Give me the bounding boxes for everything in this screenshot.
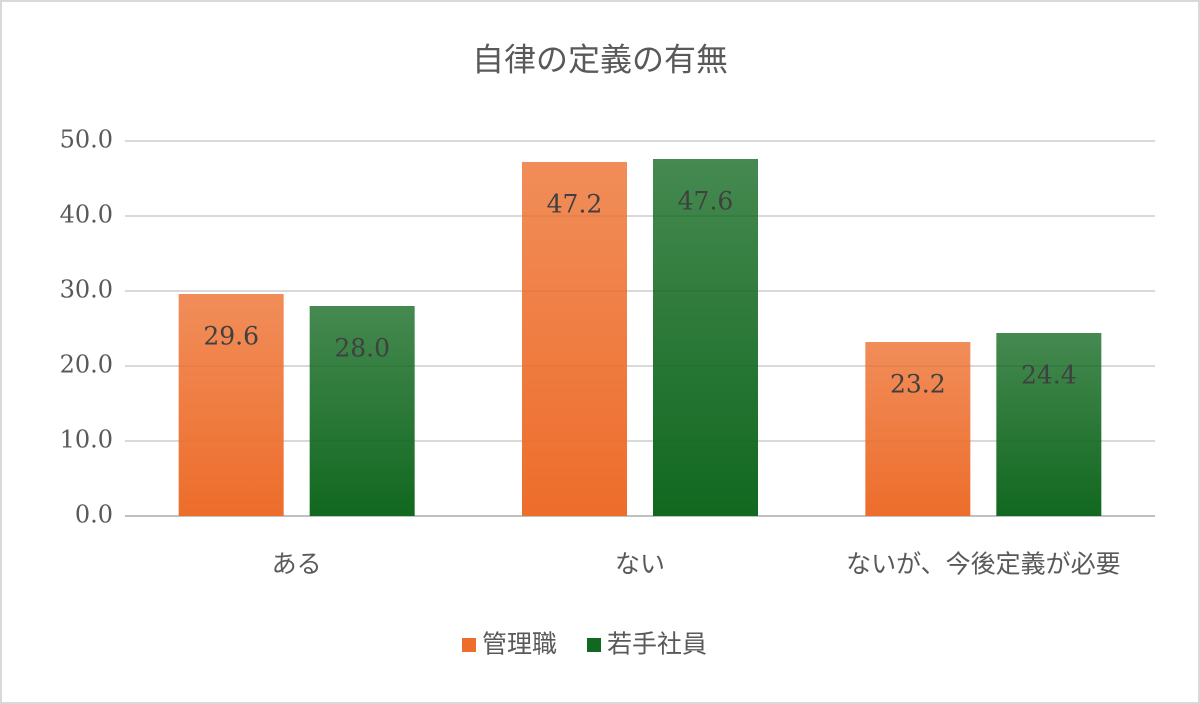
legend-swatch [462,638,476,652]
bar [653,159,758,516]
y-tick-label: 10.0 [60,426,113,454]
data-label: 23.2 [890,370,946,399]
y-tick-label: 30.0 [60,276,113,304]
y-tick-label: 0.0 [75,501,113,529]
legend-label: 若手社員 [607,630,707,659]
bar [178,294,284,516]
data-label: 24.4 [1021,361,1077,390]
data-label: 47.6 [678,187,734,216]
legend-swatch [587,638,602,652]
data-label: 29.6 [203,322,259,351]
bar [996,333,1102,516]
bar [309,306,415,516]
x-tick-label: ないが、今後定義が必要 [846,550,1121,579]
bar [522,162,627,516]
y-tick-label: 50.0 [60,126,113,154]
x-tick-label: ある [272,550,322,579]
y-tick-label: 20.0 [60,351,113,379]
bar [865,342,971,516]
x-tick-label: ない [615,550,665,579]
chart-title: 自律の定義の有無 [472,41,728,79]
legend-label: 管理職 [482,630,557,659]
data-label: 28.0 [334,334,390,363]
data-label: 47.2 [547,190,603,219]
y-tick-label: 40.0 [60,201,113,229]
